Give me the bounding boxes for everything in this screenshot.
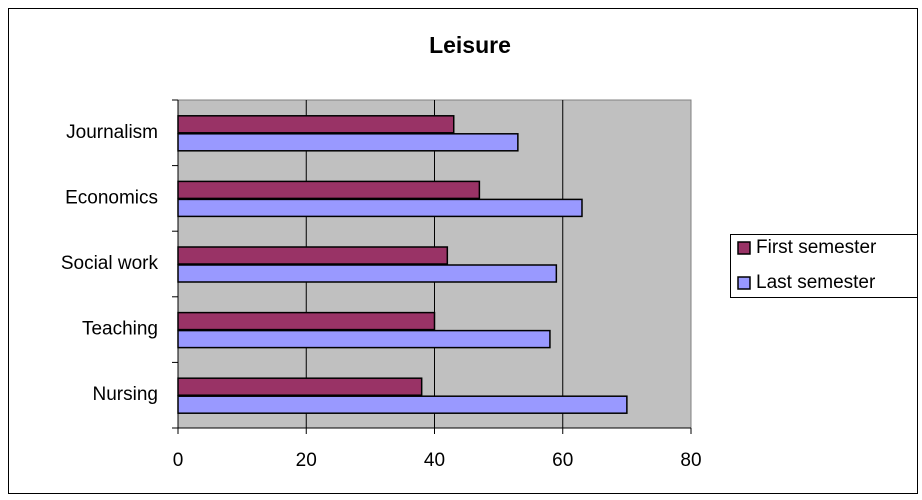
legend-swatch — [737, 241, 751, 255]
bar — [177, 395, 628, 414]
bar — [177, 329, 551, 349]
bar — [177, 198, 583, 218]
bar — [177, 115, 455, 134]
x-tick-label: 0 — [173, 450, 184, 471]
legend-label: First semester — [756, 237, 877, 258]
bar — [177, 377, 423, 396]
y-tick-label: Social work — [61, 253, 159, 274]
x-tick-label: 40 — [424, 450, 445, 471]
bar — [177, 264, 558, 283]
chart-title: Leisure — [429, 32, 511, 58]
y-tick-label: Teaching — [82, 319, 158, 340]
legend-label: Last semester — [756, 272, 876, 293]
bar — [177, 246, 449, 265]
legend — [730, 234, 918, 298]
bar — [177, 133, 519, 152]
bar — [177, 180, 481, 200]
bar — [177, 311, 436, 331]
y-tick-label: Journalism — [66, 122, 158, 143]
legend-swatch — [737, 276, 751, 290]
x-tick-label: 20 — [296, 450, 317, 471]
y-tick-label: Economics — [65, 187, 158, 208]
x-tick-label: 80 — [680, 450, 701, 471]
x-tick-label: 60 — [552, 450, 573, 471]
y-tick-label: Nursing — [93, 384, 158, 405]
